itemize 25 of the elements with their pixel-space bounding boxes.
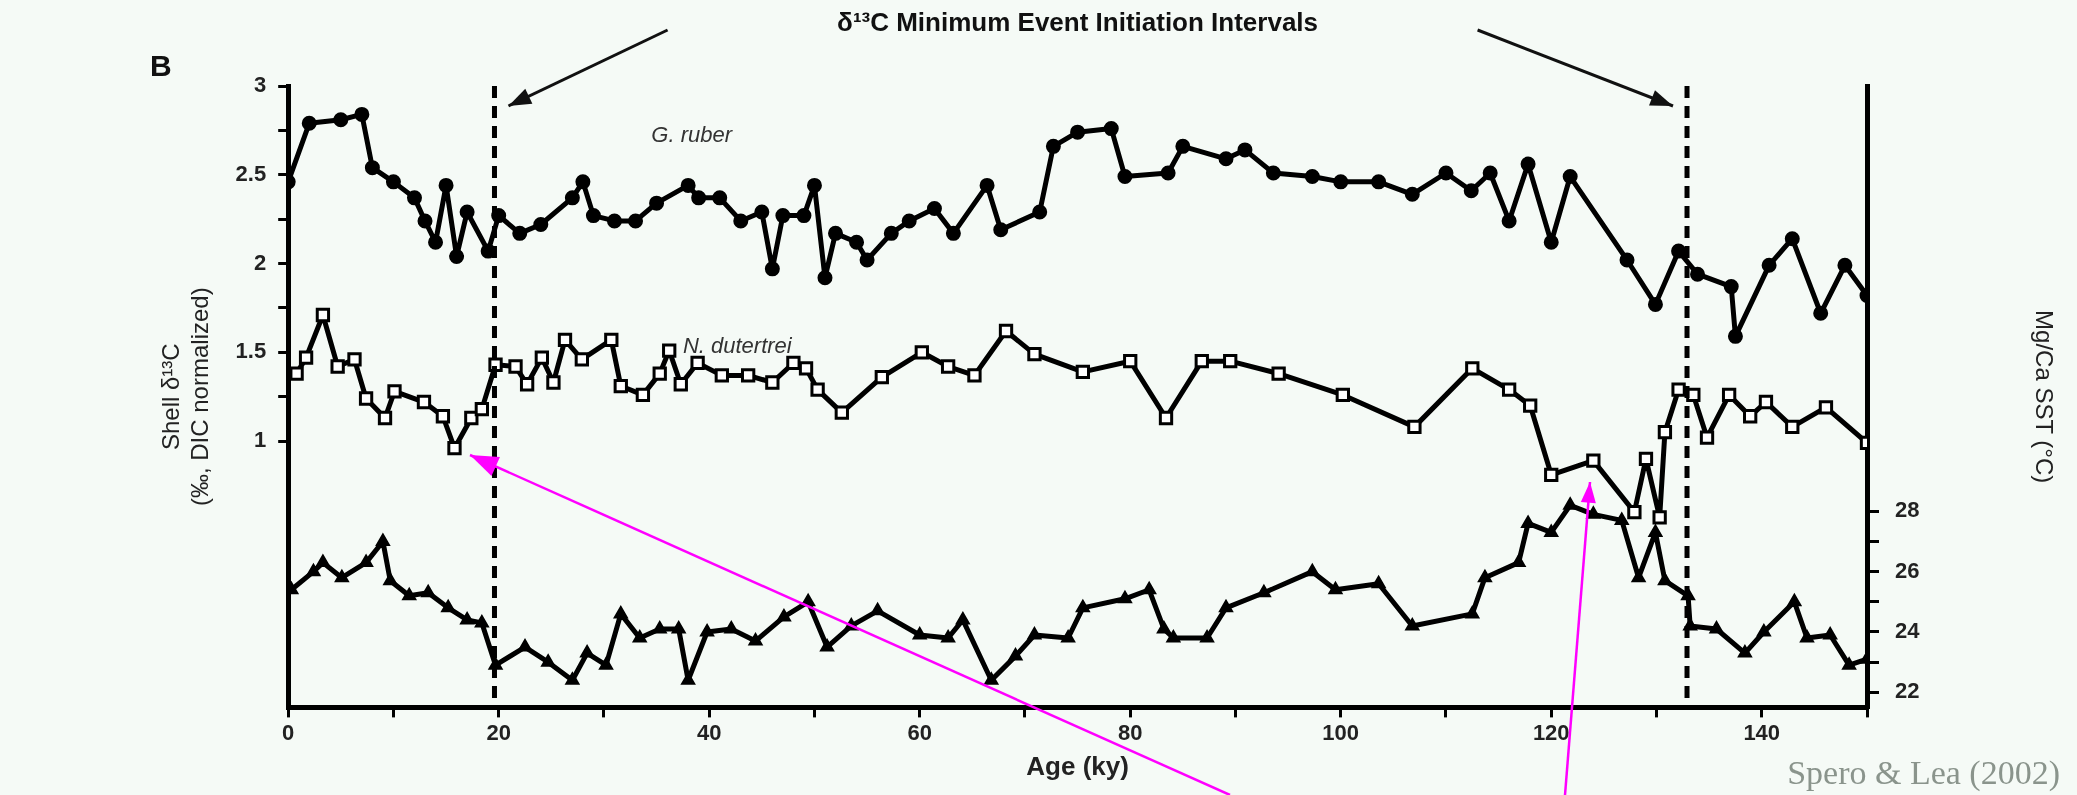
x-tick-label: 0 xyxy=(282,719,295,745)
x-tick-label: 120 xyxy=(1532,719,1570,745)
y2-tick-label: 22 xyxy=(1895,678,1920,704)
y-tick-label: 3 xyxy=(253,72,267,98)
text: δ¹³C Minimum Event Initiation Intervals xyxy=(837,7,1319,38)
y2-tick-label: 26 xyxy=(1895,557,1920,583)
x-tick-label: 140 xyxy=(1743,719,1781,745)
x-axis-title: Age (ky) xyxy=(1026,750,1129,781)
text: Spero & Lea (2002) xyxy=(1787,753,2060,792)
y-tick-label: 2 xyxy=(253,249,267,275)
x-tick-label: 60 xyxy=(907,719,932,745)
x-tick-label: 40 xyxy=(696,719,722,745)
chart-title: B xyxy=(150,49,172,83)
y-axis-title: Shell δ¹³C (‰, DIC normalized) xyxy=(157,287,213,507)
y2-tick-label: 28 xyxy=(1895,497,1920,523)
y2-axis-title: Mg/Ca SST (°C) xyxy=(2030,310,2058,484)
x-tick-label: 80 xyxy=(1117,719,1143,745)
y-tick-label: 1 xyxy=(253,427,267,453)
x-tick-label: 20 xyxy=(486,719,511,745)
y-tick-label: 2.5 xyxy=(235,160,267,186)
y-tick-label: 1.5 xyxy=(235,338,267,364)
y2-tick-label: 24 xyxy=(1895,618,1921,644)
x-tick-label: 100 xyxy=(1322,719,1360,745)
text: G. ruber xyxy=(651,121,734,147)
series-label: N. dutertrei xyxy=(682,333,793,359)
